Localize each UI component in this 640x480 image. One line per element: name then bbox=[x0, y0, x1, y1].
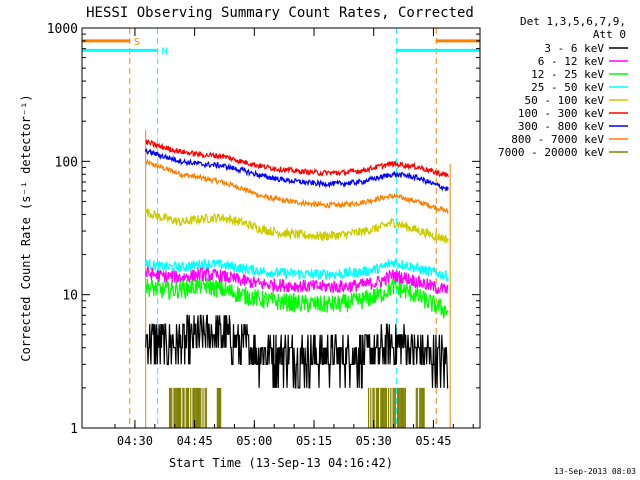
x-tick-label-1: 04:45 bbox=[177, 434, 213, 448]
series-line-7 bbox=[145, 158, 449, 215]
x-tick-label-3: 05:15 bbox=[296, 434, 332, 448]
legend-label-4: 50 - 100 keV bbox=[525, 94, 605, 107]
legend-label-1: 6 - 12 keV bbox=[538, 55, 605, 68]
x-tick-label-5: 05:45 bbox=[415, 434, 451, 448]
series-line-3 bbox=[145, 257, 449, 282]
legend-label-0: 3 - 6 keV bbox=[544, 42, 604, 55]
legend-label-8: 7000 - 20000 keV bbox=[498, 146, 604, 159]
y-axis: 1 10 100 1000 bbox=[47, 22, 480, 437]
footer-timestamp: 13-Sep-2013 08:03 bbox=[554, 467, 636, 476]
legend-header-line-2: Att 0 bbox=[593, 28, 626, 41]
y-axis-label: Corrected Count Rate (s⁻¹ detector⁻¹) bbox=[19, 94, 33, 361]
y-tick-label-0: 1 bbox=[70, 422, 78, 437]
legend-label-3: 25 - 50 keV bbox=[531, 81, 604, 94]
x-axis-label: Start Time (13-Sep-13 04:16:42) bbox=[169, 456, 393, 470]
y-tick-label-1: 10 bbox=[62, 289, 78, 304]
series-line-6 bbox=[145, 148, 449, 193]
series-line-5 bbox=[145, 138, 449, 178]
plot-frame bbox=[81, 27, 481, 429]
legend-label-2: 12 - 25 keV bbox=[531, 68, 604, 81]
series-line-0 bbox=[145, 314, 449, 389]
x-tick-label-2: 05:00 bbox=[236, 434, 272, 448]
y-tick-label-3: 1000 bbox=[47, 22, 78, 37]
legend-header-line-1: Det 1,3,5,6,7,9, bbox=[520, 15, 626, 28]
series-line-4 bbox=[145, 208, 449, 244]
flag-label-s: S bbox=[134, 37, 140, 48]
x-tick-label-4: 05:30 bbox=[356, 434, 392, 448]
x-axis: 04:30 04:45 05:00 05:15 05:30 05:45 bbox=[114, 28, 474, 448]
x-tick-label-0: 04:30 bbox=[117, 434, 153, 448]
series-line-2 bbox=[145, 274, 449, 319]
series-line-1 bbox=[145, 265, 449, 295]
y-tick-label-2: 100 bbox=[55, 155, 78, 170]
plot-area: SN bbox=[82, 28, 480, 428]
legend-label-7: 800 - 7000 keV bbox=[511, 133, 604, 146]
series-bursts-8 bbox=[168, 387, 425, 428]
flag-label-n: N bbox=[162, 46, 168, 57]
legend-label-5: 100 - 300 keV bbox=[518, 107, 604, 120]
legend-label-6: 300 - 800 keV bbox=[518, 120, 604, 133]
chart-title: HESSI Observing Summary Count Rates, Cor… bbox=[86, 5, 474, 21]
